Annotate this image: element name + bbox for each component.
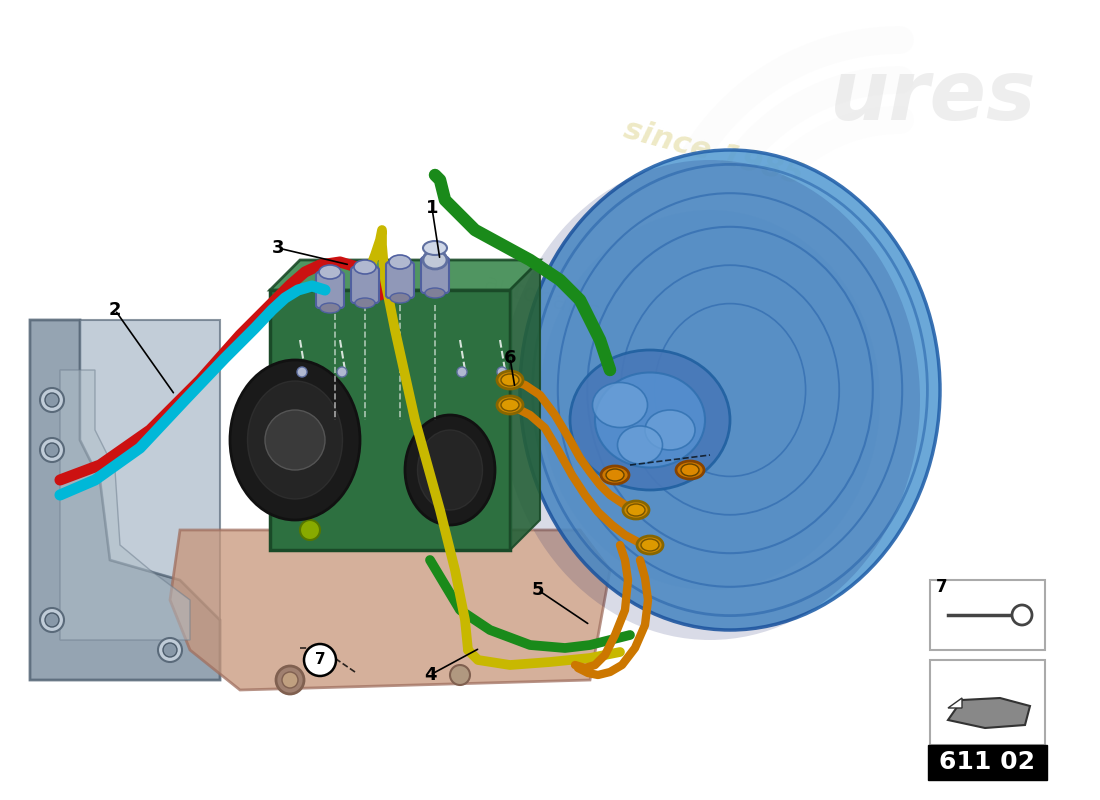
Text: since 1985: since 1985 [620,115,806,191]
Ellipse shape [500,374,519,386]
Ellipse shape [424,241,447,255]
Ellipse shape [595,373,705,467]
Polygon shape [948,698,962,708]
Text: 7: 7 [936,578,947,596]
FancyBboxPatch shape [930,580,1045,650]
Ellipse shape [248,381,342,499]
Ellipse shape [424,251,447,269]
Ellipse shape [540,210,880,590]
Ellipse shape [637,536,663,554]
Ellipse shape [390,293,410,303]
Ellipse shape [570,350,730,490]
Text: 6: 6 [504,349,516,367]
Circle shape [45,613,59,627]
Ellipse shape [606,469,624,481]
Ellipse shape [497,371,522,389]
Ellipse shape [623,501,649,519]
Ellipse shape [230,360,360,520]
Text: ures: ures [830,56,1036,137]
Ellipse shape [681,464,698,476]
Ellipse shape [497,396,522,414]
Ellipse shape [425,288,446,298]
Text: 3: 3 [272,239,284,257]
Circle shape [450,665,470,685]
Circle shape [304,644,336,676]
Ellipse shape [627,504,645,516]
Ellipse shape [424,250,446,264]
Circle shape [45,443,59,457]
Ellipse shape [389,255,411,269]
Text: 1: 1 [426,199,438,217]
Circle shape [337,367,346,377]
Ellipse shape [641,539,659,551]
Polygon shape [948,698,1030,728]
FancyBboxPatch shape [351,267,380,303]
Circle shape [265,410,324,470]
Circle shape [40,388,64,412]
Polygon shape [170,530,610,690]
Ellipse shape [520,150,940,630]
Ellipse shape [617,426,662,464]
Ellipse shape [418,430,483,510]
Ellipse shape [320,303,340,313]
Circle shape [300,520,320,540]
FancyBboxPatch shape [930,660,1045,745]
Circle shape [158,638,182,662]
Polygon shape [60,370,190,640]
FancyBboxPatch shape [316,272,344,308]
Circle shape [45,393,59,407]
Ellipse shape [593,382,648,427]
FancyBboxPatch shape [270,290,510,550]
Circle shape [497,367,507,377]
Text: 4: 4 [424,666,437,684]
Text: 7: 7 [315,653,326,667]
Circle shape [40,438,64,462]
Ellipse shape [645,410,695,450]
Circle shape [297,367,307,377]
Polygon shape [270,260,540,290]
FancyBboxPatch shape [421,257,449,293]
Circle shape [163,643,177,657]
Text: 2: 2 [109,301,121,319]
Ellipse shape [500,399,519,411]
Circle shape [456,367,468,377]
Bar [928,745,1047,780]
Circle shape [1012,605,1032,625]
Ellipse shape [601,466,629,484]
Polygon shape [80,320,220,620]
Ellipse shape [354,260,376,274]
Ellipse shape [405,415,495,525]
Polygon shape [30,320,220,680]
Ellipse shape [319,265,341,279]
Ellipse shape [500,160,920,640]
Ellipse shape [676,461,704,479]
Text: autoparts: autoparts [480,270,603,325]
Circle shape [276,666,304,694]
Circle shape [40,608,64,632]
Polygon shape [510,260,540,550]
Circle shape [282,672,298,688]
Ellipse shape [355,298,375,308]
Text: 5: 5 [531,581,544,599]
FancyBboxPatch shape [386,262,414,298]
Text: 611 02: 611 02 [939,750,1035,774]
